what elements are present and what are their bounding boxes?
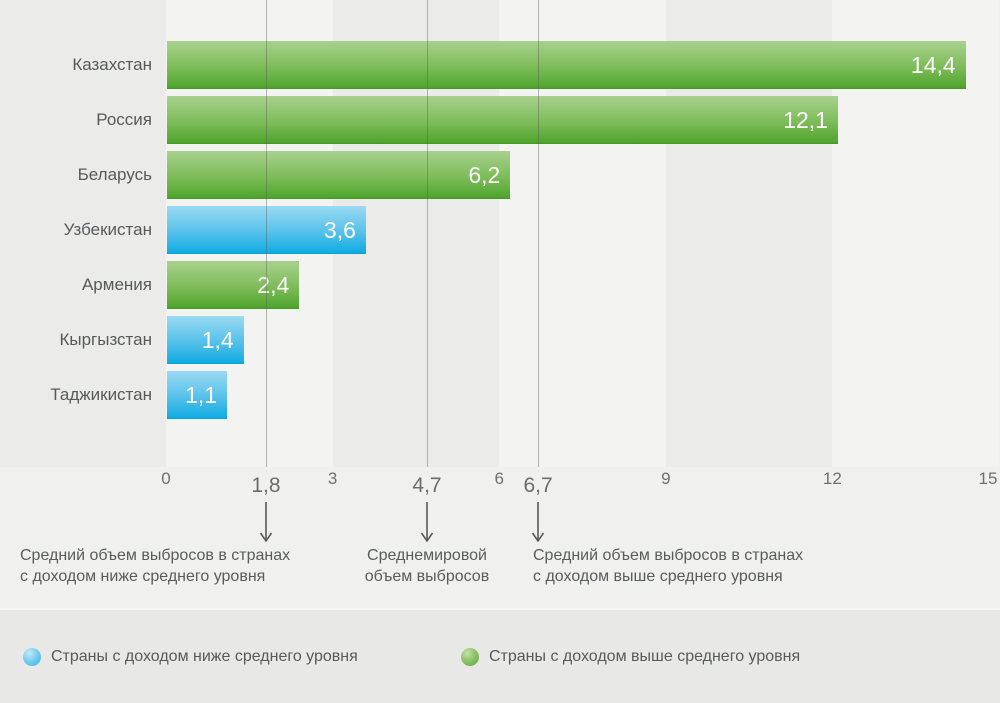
x-tick-label: 3 [327, 469, 338, 488]
reference-value-label: 1,8 [251, 474, 281, 497]
blue-circle-icon [23, 648, 41, 666]
bar-3: 6,2 [167, 151, 511, 199]
annotation-line: с доходом выше среднего уровня [533, 568, 783, 585]
bar-value-label: 14,4 [910, 52, 956, 78]
bar-value-label: 3,6 [323, 217, 356, 243]
category-label: Беларусь [77, 165, 152, 184]
bar-value-label: 2,4 [257, 272, 290, 298]
annotation-line: Средний объем выбросов в странах [20, 547, 291, 564]
reference-value-label: 4,7 [412, 474, 442, 497]
category-label: Армения [81, 275, 152, 294]
legend: Страны с доходом ниже среднего уровня Ст… [0, 608, 1000, 703]
bar-5: 2,4 [167, 261, 300, 309]
reference-gridline [427, 0, 428, 467]
legend-item-above-average: Страны с доходом выше среднего уровня [461, 648, 800, 666]
annotation-above-average: Средний объем выбросов в странах с доход… [533, 545, 803, 587]
down-arrow-icon [420, 502, 434, 549]
down-arrow-icon [259, 502, 273, 549]
annotation-world-average: Среднемировой объем выбросов [352, 545, 502, 587]
category-label: Россия [96, 110, 152, 129]
bar-2: 12,1 [167, 96, 838, 144]
reference-gridline [538, 0, 540, 467]
bar-value-label: 12,1 [783, 107, 828, 133]
reference-gridline [265, 0, 267, 467]
emissions-bar-chart: Казахстан 14,4 Россия 12,1 Беларусь 6,2 Узбеки… [0, 0, 966, 467]
bar-1: 14,4 [167, 41, 966, 89]
category-label: Кыргызстан [59, 330, 152, 349]
down-arrow-icon [531, 502, 545, 549]
bar-6: 1,4 [167, 316, 244, 364]
legend-label: Страны с доходом выше среднего уровня [489, 648, 801, 665]
annotation-below-average: Средний объем выбросов в странах с доход… [20, 545, 290, 587]
annotation-line: Среднемировой [367, 547, 487, 564]
legend-label: Страны с доходом ниже среднего уровня [51, 648, 358, 665]
legend-item-below-average: Страны с доходом ниже среднего уровня [23, 648, 358, 666]
category-label-column [0, 0, 166, 467]
reference-value-label: 6,7 [523, 474, 553, 497]
green-circle-icon [461, 648, 479, 666]
bar-value-label: 1,4 [201, 327, 234, 353]
x-tick-label: 9 [661, 469, 671, 488]
x-tick-label: 15 [978, 469, 998, 488]
x-tick-label: 0 [161, 469, 171, 488]
category-label: Таджикистан [50, 385, 152, 404]
bar-value-label: 1,1 [185, 382, 218, 408]
annotation-line: Средний объем выбросов в странах [533, 547, 804, 564]
bar-4: 3,6 [167, 206, 366, 254]
x-tick-label: 12 [822, 469, 842, 488]
category-label: Узбекистан [63, 220, 152, 239]
bar-value-label: 6,2 [468, 162, 501, 188]
annotation-line: объем выбросов [364, 568, 490, 585]
annotation-line: с доходом ниже среднего уровня [20, 568, 266, 585]
x-tick-label: 6 [494, 469, 504, 488]
category-label: Казахстан [72, 55, 152, 74]
bar-7: 1,1 [167, 371, 228, 419]
